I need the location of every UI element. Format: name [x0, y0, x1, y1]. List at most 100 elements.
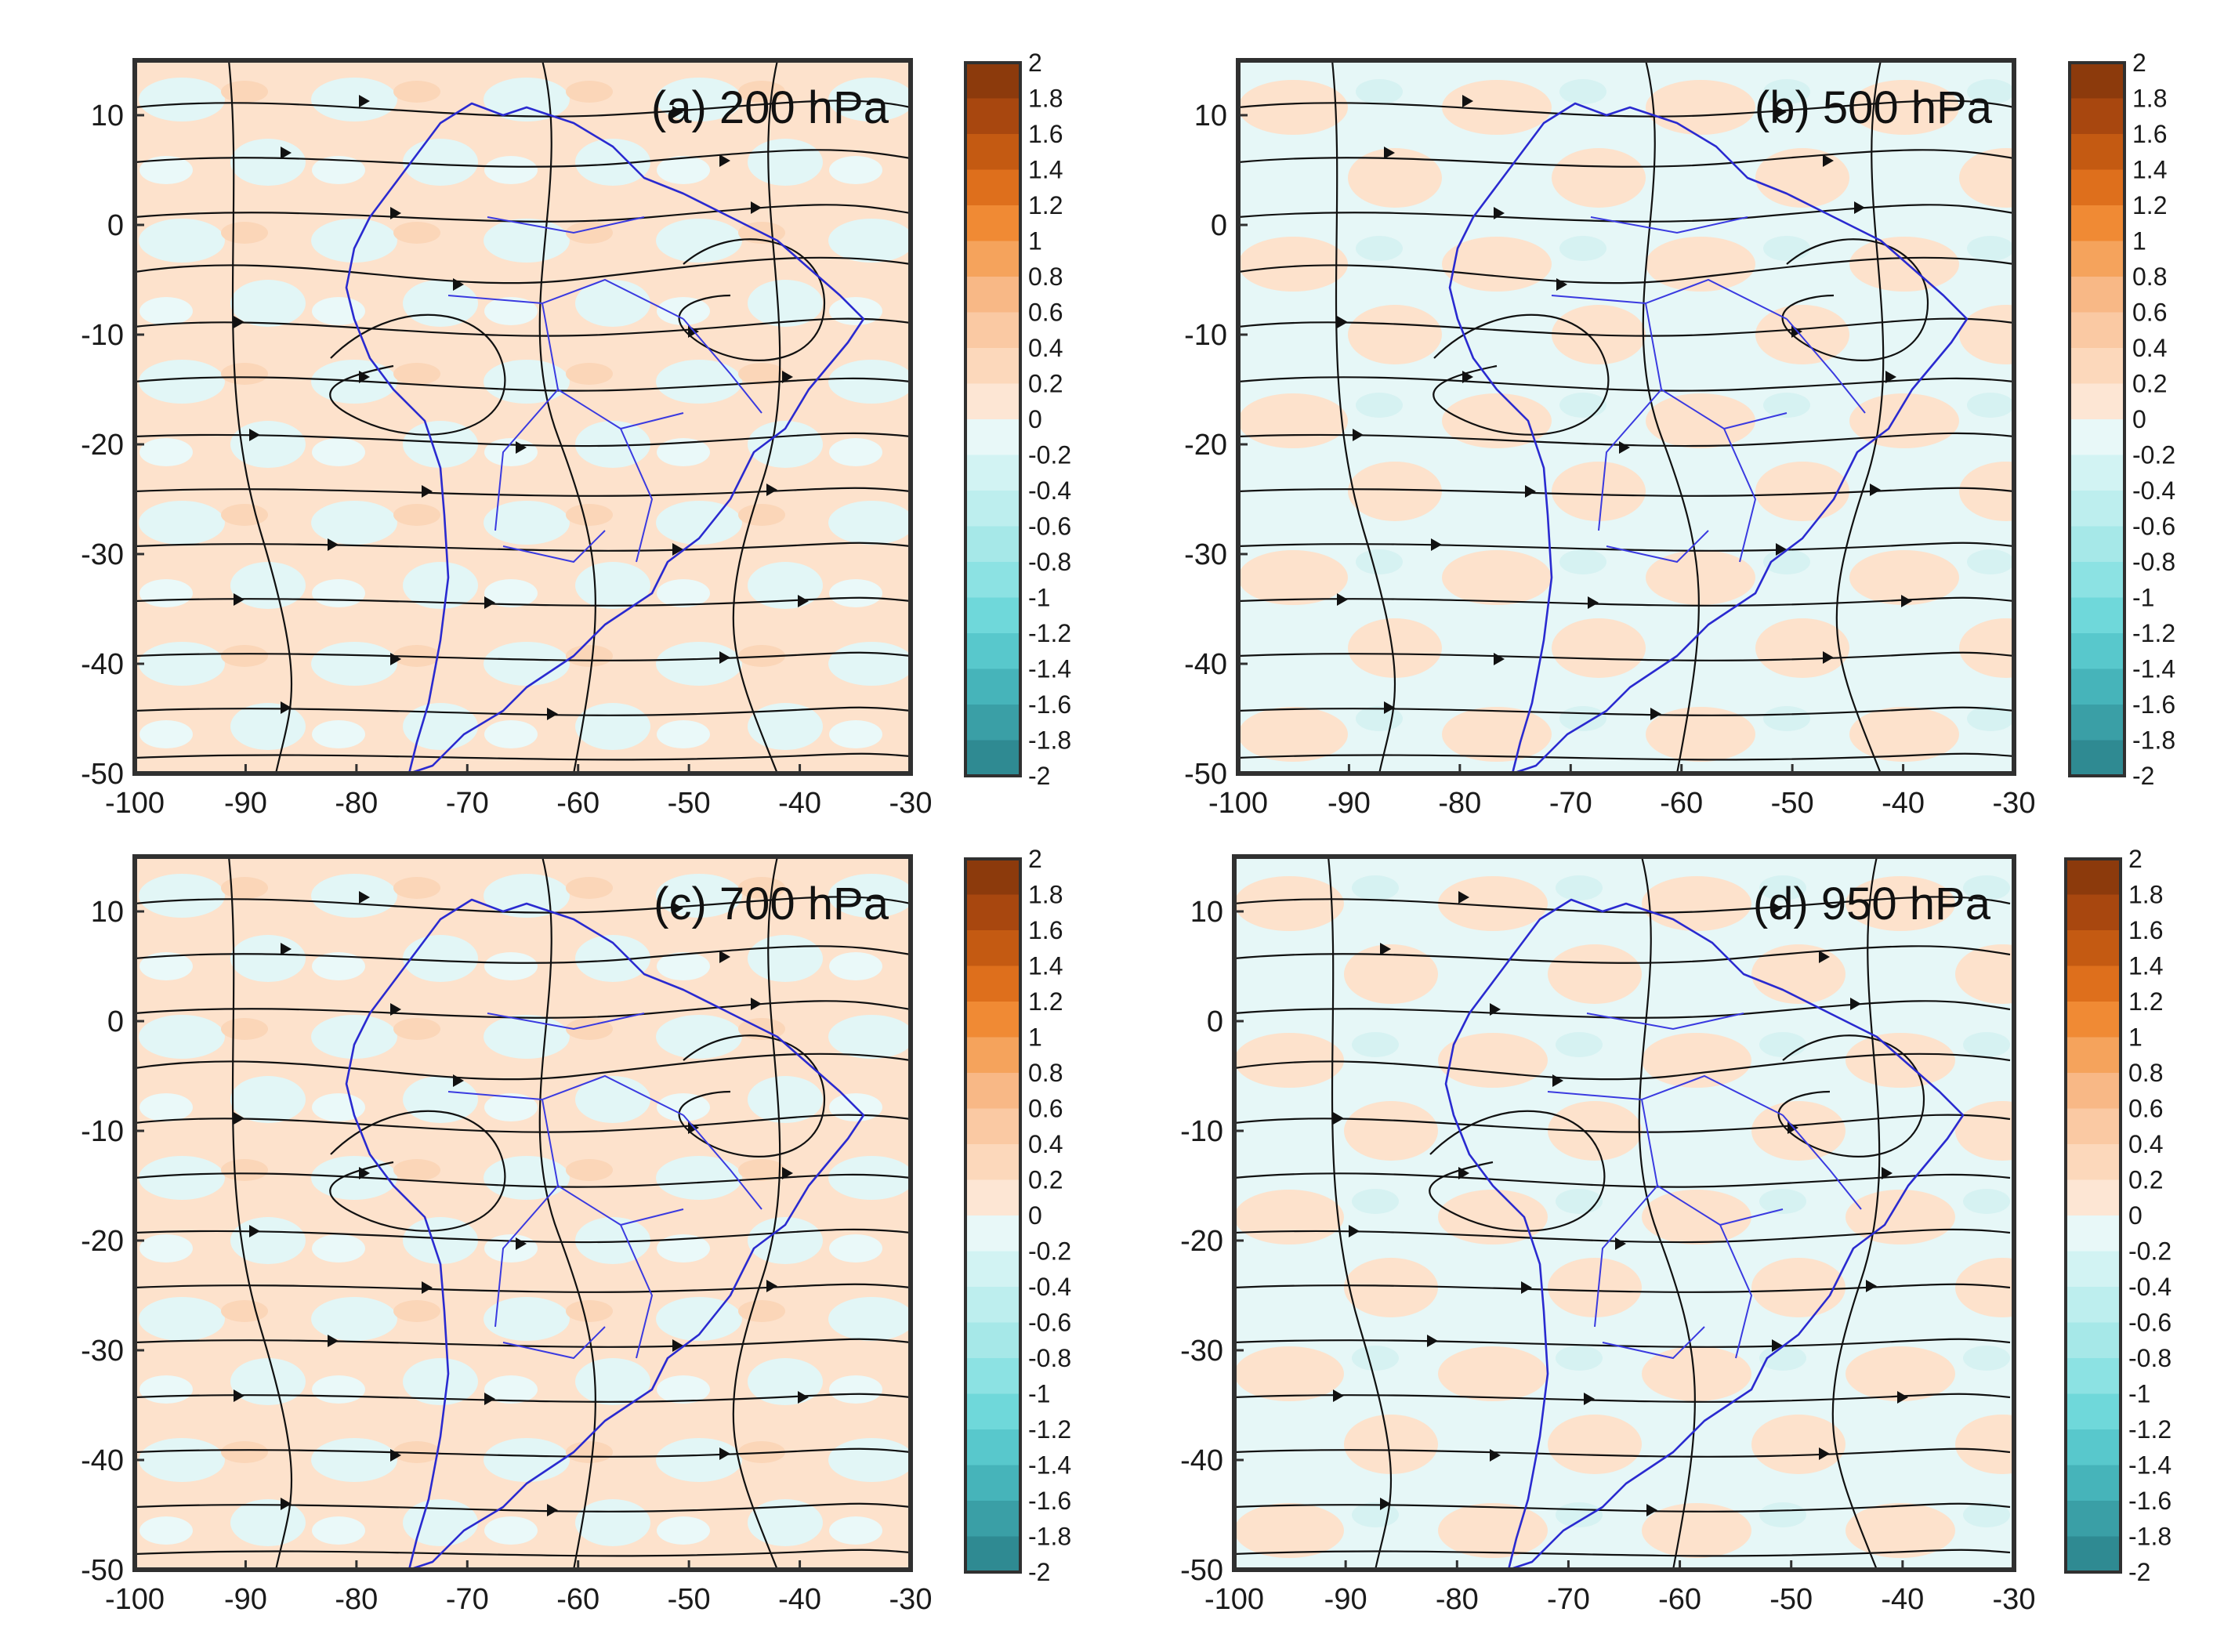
colorbar-swatch: [965, 633, 1020, 669]
lon-tick-label: -40: [1882, 787, 1925, 820]
colorbar-swatch: [2066, 1501, 2121, 1537]
colorbar-swatch: [965, 1393, 1020, 1430]
lon-tick-label: -100: [1208, 787, 1268, 820]
colorbar-label: -0.6: [2132, 513, 2175, 541]
colorbar-swatch: [965, 277, 1020, 313]
colorbar-label: 1: [1028, 1023, 1042, 1052]
colorbar-label: -0.8: [1028, 548, 1071, 576]
colorbar-swatch: [2066, 1073, 2121, 1109]
colorbar-label: 1: [2128, 1023, 2143, 1052]
lat-tick-label: -40: [1184, 648, 1227, 681]
colorbar-label: -1.8: [2128, 1523, 2171, 1551]
colorbar-swatch: [2066, 1358, 2121, 1394]
lat-tick-label: -10: [81, 319, 124, 352]
colorbar-label: -1.8: [1028, 1523, 1071, 1551]
colorbar-swatch: [2066, 1179, 2121, 1216]
colorbar-label: -1.4: [1028, 1451, 1071, 1480]
colorbar-swatch: [965, 1002, 1020, 1038]
lon-tick-label: -60: [1658, 1583, 1701, 1616]
colorbar-swatch: [965, 1358, 1020, 1394]
colorbar-swatch: [965, 1037, 1020, 1074]
lon-tick-label: -80: [335, 787, 378, 820]
colorbar-swatch: [2070, 312, 2124, 349]
colorbar-swatch: [965, 1429, 1020, 1465]
panel-c-title: (c) 700 hPa: [654, 879, 889, 929]
colorbar-swatch: [965, 859, 1020, 895]
colorbar-label: 1.8: [1028, 85, 1063, 113]
colorbar-swatch: [2066, 1108, 2121, 1145]
colorbar-swatch: [965, 740, 1020, 777]
colorbar-label: -1.6: [1028, 1487, 1071, 1515]
colorbar-swatch: [965, 348, 1020, 384]
lat-tick-label: -50: [81, 1554, 124, 1587]
colorbar-swatch: [2070, 383, 2124, 420]
colorbar-label: 0.4: [1028, 334, 1063, 362]
colorbar-label: 1.4: [2128, 952, 2163, 980]
colorbar-label: 1.8: [1028, 881, 1063, 909]
colorbar-label: -0.8: [2132, 548, 2175, 576]
colorbar-swatch: [2070, 169, 2124, 206]
colorbar-swatch: [965, 98, 1020, 135]
colorbar-label: 2: [1028, 845, 1042, 873]
colorbar-label: 2: [2132, 49, 2146, 77]
colorbar-swatch: [2070, 63, 2124, 99]
colorbar-swatch: [2066, 965, 2121, 1002]
colorbar-swatch: [2070, 205, 2124, 241]
lon-tick-label: -80: [335, 1583, 378, 1616]
colorbar-swatch: [965, 1215, 1020, 1252]
lat-tick-label: -30: [1184, 538, 1227, 571]
lat-tick-label: -20: [81, 429, 124, 462]
colorbar: 2 1.8 1.6 1.4 1.2 1 0.8 0.6 0.4 0.2 0 -0.2 -0.4 -0.6 -…: [964, 845, 1071, 1586]
colorbar-swatch: [965, 1322, 1020, 1359]
colorbar-swatch: [965, 491, 1020, 527]
colorbar-label: 0.2: [2128, 1166, 2163, 1194]
colorbar-label: 0.4: [1028, 1130, 1063, 1158]
colorbar-label: 1: [2132, 227, 2146, 255]
colorbar-swatch: [2066, 1037, 2121, 1074]
colorbar-label: -1.2: [2132, 619, 2175, 647]
colorbar-label: -1.2: [1028, 1415, 1071, 1444]
colorbar-label: 0.8: [2132, 263, 2167, 291]
colorbar-label: 0.6: [2128, 1095, 2163, 1123]
lat-tick-label: -10: [81, 1115, 124, 1148]
colorbar-swatch: [2066, 859, 2121, 895]
lon-tick-label: -60: [1660, 787, 1703, 820]
lon-tick-label: -60: [556, 1583, 599, 1616]
colorbar-swatch: [2070, 419, 2124, 455]
lon-tick-label: -30: [889, 1583, 933, 1616]
colorbar: 2 1.8 1.6 1.4 1.2 1 0.8 0.6 0.4 0.2 0 -0.2 -0.4 -0.6 -…: [964, 49, 1071, 790]
colorbar-swatch: [2066, 1465, 2121, 1502]
colorbar-label: -2: [2128, 1558, 2150, 1586]
lon-tick-label: -70: [1549, 787, 1592, 820]
colorbar-label: -1.4: [2132, 655, 2175, 683]
lon-tick-label: -100: [105, 787, 165, 820]
colorbar-swatch: [965, 965, 1020, 1002]
colorbar-label: -0.2: [2128, 1237, 2171, 1266]
colorbar-swatch: [965, 169, 1020, 206]
colorbar-swatch: [2066, 1002, 2121, 1038]
lat-tick-label: -30: [1180, 1335, 1223, 1368]
lat-tick-label: -20: [81, 1225, 124, 1258]
colorbar-swatch: [965, 1144, 1020, 1180]
lat-tick-label: -20: [1180, 1225, 1223, 1258]
colorbar-swatch: [965, 63, 1020, 99]
colorbar-label: -2: [1028, 762, 1050, 790]
colorbar-swatch: [965, 205, 1020, 241]
colorbar-swatch: [2070, 668, 2124, 705]
lat-tick-label: -10: [1180, 1115, 1223, 1148]
panel-d: (d) 950 hPa: [1232, 854, 2016, 1572]
lon-tick-label: -100: [105, 1583, 165, 1616]
colorbar-swatch: [2066, 1536, 2121, 1573]
colorbar-swatch: [965, 526, 1020, 563]
lat-tick-label: -40: [81, 648, 124, 681]
lat-tick-label: 10: [1190, 896, 1223, 929]
colorbar-label: -1: [2132, 584, 2154, 612]
colorbar-label: 1: [1028, 227, 1042, 255]
colorbar-label: -1.6: [2128, 1487, 2171, 1515]
colorbar-label: -0.2: [1028, 1237, 1071, 1266]
colorbar-label: 0.6: [1028, 299, 1063, 327]
colorbar-label: 1.8: [2128, 881, 2163, 909]
colorbar-swatch: [2066, 1393, 2121, 1430]
colorbar-label: -0.4: [2132, 476, 2175, 505]
lon-tick-label: -50: [668, 787, 711, 820]
